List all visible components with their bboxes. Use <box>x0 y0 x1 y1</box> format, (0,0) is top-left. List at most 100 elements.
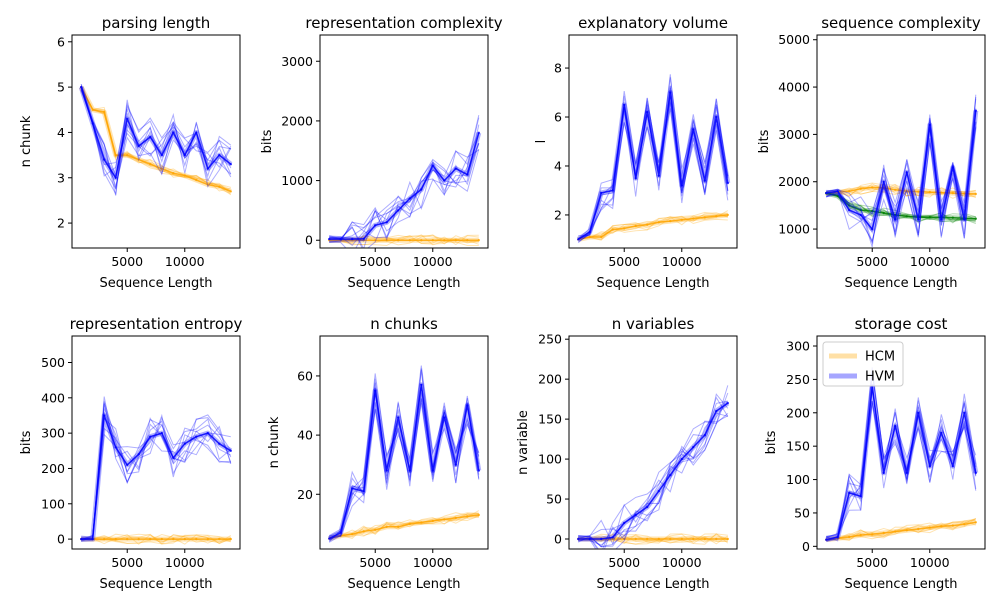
replicate-line <box>328 378 480 541</box>
data-point <box>420 239 423 242</box>
data-point <box>825 191 828 195</box>
data-point <box>940 431 943 434</box>
data-point <box>454 516 457 520</box>
y-axis-label: bits <box>260 129 275 153</box>
replicate-line <box>826 192 976 222</box>
data-point <box>600 537 603 541</box>
replicate-line <box>577 85 729 240</box>
y-tick-label: 0 <box>802 539 810 554</box>
data-point <box>397 239 400 242</box>
data-point <box>408 239 411 242</box>
replicate-line <box>329 117 480 246</box>
data-point <box>477 131 480 134</box>
data-point <box>894 424 897 428</box>
replicate-line <box>826 192 976 224</box>
data-point <box>669 219 672 223</box>
data-point <box>206 431 209 435</box>
replicate-line <box>329 143 480 240</box>
data-point <box>385 525 388 528</box>
data-point <box>974 471 977 475</box>
data-point <box>126 463 129 467</box>
data-point <box>951 465 954 468</box>
x-tick-label: 10000 <box>413 555 453 570</box>
data-point <box>871 533 874 536</box>
data-point <box>646 505 649 509</box>
data-point <box>680 218 683 221</box>
data-point <box>634 224 637 228</box>
data-point <box>600 235 603 239</box>
x-axis-label: Sequence Length <box>347 577 460 592</box>
data-point <box>420 521 423 524</box>
data-point <box>657 489 660 493</box>
x-axis-label: Sequence Length <box>99 276 212 291</box>
data-point <box>905 471 908 475</box>
data-point <box>114 537 117 541</box>
replicate-line <box>329 143 480 243</box>
data-point <box>195 537 198 541</box>
y-tick-label: 200 <box>538 372 562 387</box>
data-point <box>848 190 851 193</box>
y-axis-label: bits <box>757 129 772 153</box>
data-point <box>917 411 920 414</box>
data-point <box>836 535 839 539</box>
series-line <box>328 384 480 540</box>
y-tick-label: 2000 <box>281 113 313 128</box>
chart-panel: 5000 10000 0 100 200 300 400 500 representation … <box>19 315 243 592</box>
data-point <box>669 91 672 94</box>
chart-panel: 5000 10000 2 3 4 5 6 parsing length Sequence Len… <box>19 14 241 291</box>
replicate-line <box>578 385 729 548</box>
data-point <box>91 108 94 112</box>
y-tick-label: 200 <box>41 461 65 476</box>
data-point <box>374 389 377 392</box>
data-point <box>974 217 977 220</box>
data-point <box>477 239 480 242</box>
chart-panel: 5000 10000 1000 2000 3000 4000 5000 sequence co… <box>757 14 986 291</box>
replicate-line <box>81 401 231 542</box>
y-axis-label: n chunk <box>19 115 34 167</box>
data-point <box>183 537 186 541</box>
data-point <box>726 213 729 217</box>
data-point <box>114 176 117 179</box>
data-point <box>974 109 977 112</box>
y-tick-label: 20 <box>297 487 313 502</box>
y-tick-label: 8 <box>554 61 562 76</box>
data-point <box>715 537 718 541</box>
replicate-line <box>826 393 977 542</box>
data-point <box>397 525 400 528</box>
data-point <box>172 172 175 175</box>
replicate-line <box>826 109 977 237</box>
replicate-line <box>328 365 480 537</box>
y-tick-label: 400 <box>41 390 65 405</box>
y-tick-label: 300 <box>41 426 65 441</box>
replicate-line <box>578 396 729 549</box>
data-point <box>328 237 331 241</box>
data-point <box>825 538 828 541</box>
replicate-line <box>81 417 232 538</box>
data-point <box>408 469 411 472</box>
series-line <box>80 86 232 179</box>
replicate-line <box>578 415 729 546</box>
replicate-line <box>826 518 977 541</box>
data-point <box>339 531 342 534</box>
data-point <box>692 445 695 449</box>
data-point <box>715 215 718 218</box>
data-point <box>172 456 175 460</box>
y-tick-label: 4000 <box>778 80 810 95</box>
data-point <box>374 528 377 531</box>
data-point <box>408 197 411 200</box>
data-point <box>454 167 457 170</box>
replicate-line <box>826 98 977 245</box>
data-point <box>183 153 186 157</box>
data-point <box>859 187 862 190</box>
data-point <box>183 442 186 445</box>
data-point <box>646 223 649 226</box>
data-point <box>634 537 637 541</box>
series-line <box>329 514 479 540</box>
replicate-line <box>81 403 232 541</box>
data-point <box>917 218 920 221</box>
replicate-line <box>577 86 729 241</box>
series-line <box>826 192 976 220</box>
replicate-line <box>81 534 231 545</box>
data-point <box>703 537 706 541</box>
y-tick-label: 1000 <box>778 222 810 237</box>
